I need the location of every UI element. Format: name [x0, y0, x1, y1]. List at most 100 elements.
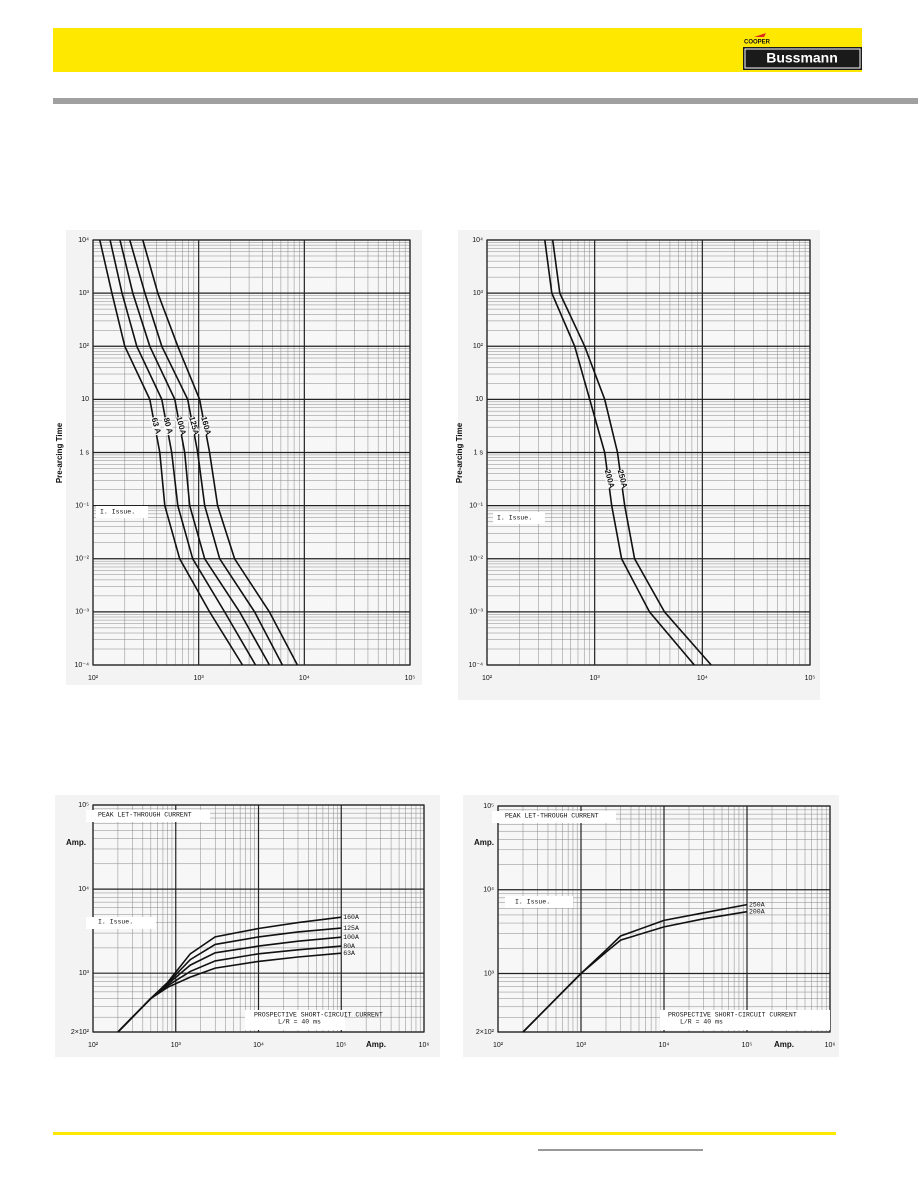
curve: [129, 239, 284, 666]
y-tick-label: 10⁻⁴: [75, 662, 90, 669]
y-axis-label: Pre-arcing Time: [55, 422, 64, 483]
x-tick-label: 10²: [493, 1042, 504, 1049]
logo-text: Bussmann: [766, 50, 838, 66]
logo-top: COOPER: [744, 40, 771, 46]
annotation-box: [245, 1010, 345, 1030]
chart: 10² 10³ 10⁴ 10⁵ 10⁴ 10³ 10² 10 1 s 10⁻¹ 10⁻² 10⁻³ 10…: [455, 230, 820, 700]
logo-mark: [754, 33, 766, 37]
y-tick-label: 10⁴: [78, 886, 89, 893]
x-tick-label: 10²: [88, 675, 99, 682]
y-tick-label: 10: [475, 396, 483, 403]
curve: [99, 239, 244, 666]
annotation: L/R = 40 ms: [680, 1019, 723, 1026]
chart: 10² 10³ 10⁴ 10⁵ 10⁶ 10⁵ 10⁴ 10³ 2×10² Amp. Amp. PEA…: [55, 795, 440, 1057]
x-tick-label: 10⁵: [742, 1042, 753, 1049]
annotation: PROSPECTIVE SHORT-CIRCUIT CURRENT: [254, 1012, 383, 1019]
footer-rule: [53, 1132, 836, 1135]
y-tick-label: 10⁻²: [75, 556, 89, 563]
y-tick-label: 10⁻²: [469, 556, 483, 563]
x-tick-label: 10⁴: [299, 675, 310, 682]
y-axis-label: Amp.: [474, 838, 494, 847]
y-tick-label: 2×10²: [476, 1029, 495, 1036]
y-tick-label: 10⁵: [78, 802, 89, 809]
annotation: PEAK LET-THROUGH CURRENT: [505, 813, 599, 820]
curve-label: 160A: [343, 914, 359, 921]
curve: [109, 239, 257, 666]
x-tick-label: 10²: [88, 1042, 99, 1049]
curve: [142, 239, 299, 666]
y-tick-label: 10⁴: [78, 237, 89, 244]
curve-label-bg: [149, 416, 163, 436]
curve: [119, 239, 271, 666]
y-tick-label: 10⁻³: [469, 609, 483, 616]
y-tick-label: 10³: [484, 970, 495, 977]
curve-label: 100A: [343, 934, 359, 941]
curve-label-bg: [161, 416, 174, 436]
x-tick-label: 10⁵: [336, 1042, 347, 1049]
curve-label-bg: [174, 416, 187, 436]
y-tick-label: 10⁴: [472, 237, 483, 244]
curve-label: 200A: [749, 908, 765, 915]
annotation: I. Issue.: [497, 515, 532, 522]
y-tick-label: 10⁵: [483, 803, 494, 810]
x-tick-label: 10³: [194, 675, 205, 682]
x-tick-label: 10⁵: [405, 675, 416, 682]
chart: 10² 10³ 10⁴ 10⁵ 10⁴ 10³ 10² 10 1 s 10⁻¹ 10⁻² 10⁻³ 10…: [55, 230, 422, 685]
y-tick-label: 10⁻¹: [75, 502, 89, 509]
y-tick-label: 1 s: [80, 449, 90, 456]
curve-label: 80 A: [162, 417, 175, 436]
y-tick-label: 10²: [79, 343, 90, 350]
annotation-box: [86, 917, 156, 929]
y-tick-label: 10³: [79, 970, 90, 977]
header-rule: [53, 98, 918, 104]
y-tick-label: 10⁻⁴: [469, 662, 484, 669]
x-axis-label: Amp.: [366, 1040, 386, 1049]
y-tick-label: 1 s: [474, 449, 484, 456]
x-tick-label: 10⁶: [419, 1042, 430, 1049]
y-tick-label: 10³: [79, 290, 90, 297]
curve: [551, 239, 712, 666]
curve-label-bg: [615, 469, 629, 489]
logo-frame: [744, 48, 861, 69]
annotation: I. Issue.: [100, 509, 135, 516]
x-tick-label: 10⁴: [253, 1042, 264, 1049]
x-tick-label: 10⁵: [805, 675, 816, 682]
curve: [522, 910, 748, 1033]
curve-label: 125A: [343, 925, 359, 932]
y-tick-label: 2×10²: [71, 1029, 90, 1036]
curve: [544, 239, 695, 666]
annotation: PROSPECTIVE SHORT-CIRCUIT CURRENT: [668, 1012, 797, 1019]
y-tick-label: 10: [81, 396, 89, 403]
logo-box: [743, 47, 862, 70]
curve-label-bg: [603, 469, 616, 489]
header-band: [53, 28, 862, 72]
curve-label: 63 A: [150, 417, 163, 436]
annotation-box: [493, 512, 545, 524]
y-tick-label: 10²: [473, 343, 484, 350]
y-axis-label: Amp.: [66, 838, 86, 847]
chart: 10² 10³ 10⁴ 10⁵ 10⁶ 10⁵ 10⁴ 10³ 2×10² Amp. Amp. PEA…: [463, 795, 839, 1057]
curve: [117, 952, 342, 1033]
x-tick-label: 10⁴: [697, 675, 708, 682]
y-tick-label: 10⁻³: [75, 609, 89, 616]
annotation-box: [96, 506, 148, 518]
x-tick-label: 10³: [171, 1042, 182, 1049]
curve-label: 250A: [749, 901, 765, 908]
y-tick-label: 10⁴: [483, 887, 494, 894]
curve-label-bg: [187, 416, 200, 436]
annotation: I. Issue.: [98, 919, 133, 926]
annotation: I. Issue.: [515, 899, 550, 906]
annotation-box: [492, 811, 616, 823]
x-tick-label: 10²: [482, 675, 493, 682]
annotation-box: [505, 896, 573, 908]
x-tick-label: 10⁶: [825, 1042, 836, 1049]
x-axis-label: Amp.: [774, 1040, 794, 1049]
annotation-box: [86, 810, 210, 822]
x-tick-label: 10³: [590, 675, 601, 682]
y-tick-label: 10⁻¹: [469, 502, 483, 509]
x-tick-label: 10³: [576, 1042, 587, 1049]
y-axis-label: Pre-arcing Time: [455, 422, 464, 483]
curve-label-bg: [199, 416, 212, 436]
y-tick-label: 10³: [473, 290, 484, 297]
